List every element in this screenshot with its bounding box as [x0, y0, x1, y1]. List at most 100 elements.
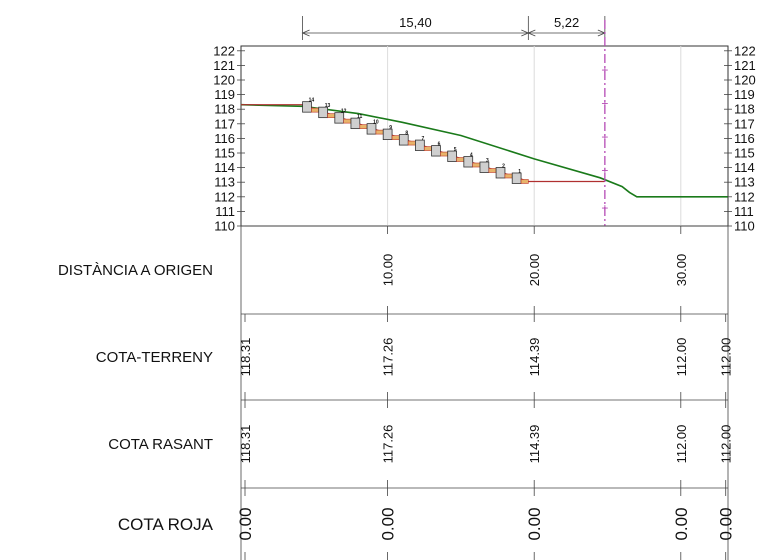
- stair-block: [431, 145, 441, 157]
- stair-block: [415, 139, 425, 151]
- stair-step-label: 13: [325, 103, 331, 109]
- stair-steps: 14 13 12 11 10 9 8 7 6 5 4 3 2 1: [302, 98, 529, 184]
- stair-step-label: 10: [373, 120, 379, 126]
- stair-step-label: 1: [518, 169, 521, 175]
- row-value-rasant: 118.31: [238, 425, 253, 464]
- dimension-label: 5,22: [554, 15, 579, 30]
- stair-block: [334, 112, 345, 124]
- stair-block: [302, 101, 312, 113]
- stair-tread: [472, 162, 481, 168]
- vertical-gridlines: [387, 46, 682, 226]
- y-tick-label-right: 116: [734, 131, 755, 146]
- row-value-rasant: 117.26: [381, 425, 396, 464]
- y-tick-label-right: 117: [734, 116, 755, 131]
- row-value-terreny: 112.00: [674, 338, 689, 377]
- row-value-roja: 0.00: [525, 507, 544, 540]
- y-tick-label-left: 113: [214, 175, 235, 190]
- terrain-line: [240, 103, 728, 198]
- row-value-roja: 0.00: [717, 507, 736, 540]
- stair-tread: [520, 179, 529, 184]
- marker-plus: +: [601, 201, 608, 215]
- y-tick-label-left: 118: [214, 102, 235, 117]
- stair-block: [318, 106, 328, 119]
- stair-step-label: 9: [389, 125, 392, 131]
- y-tick-label-left: 115: [214, 146, 235, 161]
- stair-step-label: 8: [405, 131, 408, 137]
- y-tick-label-right: 118: [734, 102, 755, 117]
- dimension-arrow: [527, 29, 536, 37]
- profile-data-table: DISTÀNCIA A ORIGEN 10.00 20.00 30.00 COTA-TE…: [58, 225, 736, 560]
- y-tick-label-right: 115: [734, 146, 755, 161]
- stair-step-label: 7: [421, 136, 424, 142]
- stair-tread: [504, 173, 513, 179]
- y-tick-label-left: 116: [214, 131, 235, 146]
- marker-plus: +: [601, 130, 608, 144]
- marker-plus: +: [601, 164, 608, 178]
- profile-plot-frame: [240, 45, 729, 227]
- y-tick-label-left: 114: [214, 160, 235, 175]
- stair-block: [382, 128, 393, 140]
- stair-tread: [391, 135, 400, 140]
- profile-series: [240, 103, 728, 198]
- stair-block: [350, 117, 361, 130]
- stair-tread: [440, 151, 449, 157]
- marker-plus: +: [601, 96, 608, 110]
- row-value-dist: 30.00: [674, 254, 689, 287]
- y-tick-label-right: 110: [734, 219, 755, 234]
- stair-step-label: 6: [438, 142, 441, 148]
- dimension-lines: 15,40 5,22: [301, 15, 606, 40]
- stair-tread: [375, 129, 384, 135]
- stair-block: [447, 150, 457, 162]
- stair-step-label: 5: [454, 147, 457, 153]
- stair-step-label: 3: [486, 158, 489, 164]
- row-value-rasant: 112.00: [719, 425, 734, 464]
- row-value-roja: 0.00: [236, 507, 255, 540]
- row-value-roja: 0.00: [379, 507, 398, 540]
- row-value-roja: 0.00: [672, 507, 691, 540]
- y-tick-label-right: 120: [734, 73, 756, 88]
- stair-step-label: 11: [357, 114, 363, 120]
- stair-step-label: 14: [309, 98, 315, 104]
- y-tick-label-left: 111: [215, 204, 235, 219]
- row-value-rasant: 112.00: [674, 425, 689, 464]
- vertical-marker: + + + + +: [601, 20, 608, 226]
- y-tick-label-right: 113: [734, 175, 755, 190]
- row-value-terreny: 112.00: [719, 338, 734, 377]
- y-tick-label-left: 112: [214, 189, 235, 204]
- y-tick-label-left: 119: [214, 87, 235, 102]
- y-tick-label-right: 112: [734, 189, 755, 204]
- stair-step-label: 12: [341, 109, 347, 115]
- stair-block: [495, 167, 506, 179]
- stair-tread: [359, 124, 368, 129]
- stair-block: [511, 172, 522, 184]
- y-tick-label-left: 121: [213, 58, 235, 73]
- row-value-dist: 20.00: [527, 254, 542, 287]
- dimension-label: 15,40: [399, 15, 432, 30]
- dimension-arrow: [301, 29, 310, 37]
- y-tick-label-left: 117: [214, 116, 235, 131]
- row-label-rasant: COTA RASANT: [108, 436, 213, 453]
- stair-tread: [343, 118, 352, 124]
- stair-step-label: 2: [502, 163, 505, 169]
- y-tick-label-left: 122: [213, 43, 235, 58]
- y-tick-label-right: 119: [734, 87, 755, 102]
- y-tick-label-right: 122: [734, 43, 756, 58]
- y-tick-label-left: 120: [213, 73, 235, 88]
- row-label-dist: DISTÀNCIA A ORIGEN: [58, 262, 213, 279]
- stair-tread: [327, 113, 336, 118]
- row-value-rasant: 114.39: [527, 425, 542, 464]
- row-label-terreny: COTA-TERRENY: [96, 349, 213, 366]
- row-value-dist: 10.00: [381, 254, 396, 287]
- stair-block: [398, 134, 409, 146]
- stair-tread: [456, 157, 465, 162]
- y-tick-label-right: 114: [734, 160, 755, 175]
- stair-block: [366, 123, 377, 135]
- stair-tread: [488, 168, 497, 173]
- y-tick-label-left: 110: [214, 219, 235, 234]
- stair-tread: [407, 140, 416, 146]
- y-tick-label-right: 111: [734, 204, 754, 219]
- stair-tread: [311, 107, 319, 113]
- row-value-terreny: 118.31: [238, 338, 253, 377]
